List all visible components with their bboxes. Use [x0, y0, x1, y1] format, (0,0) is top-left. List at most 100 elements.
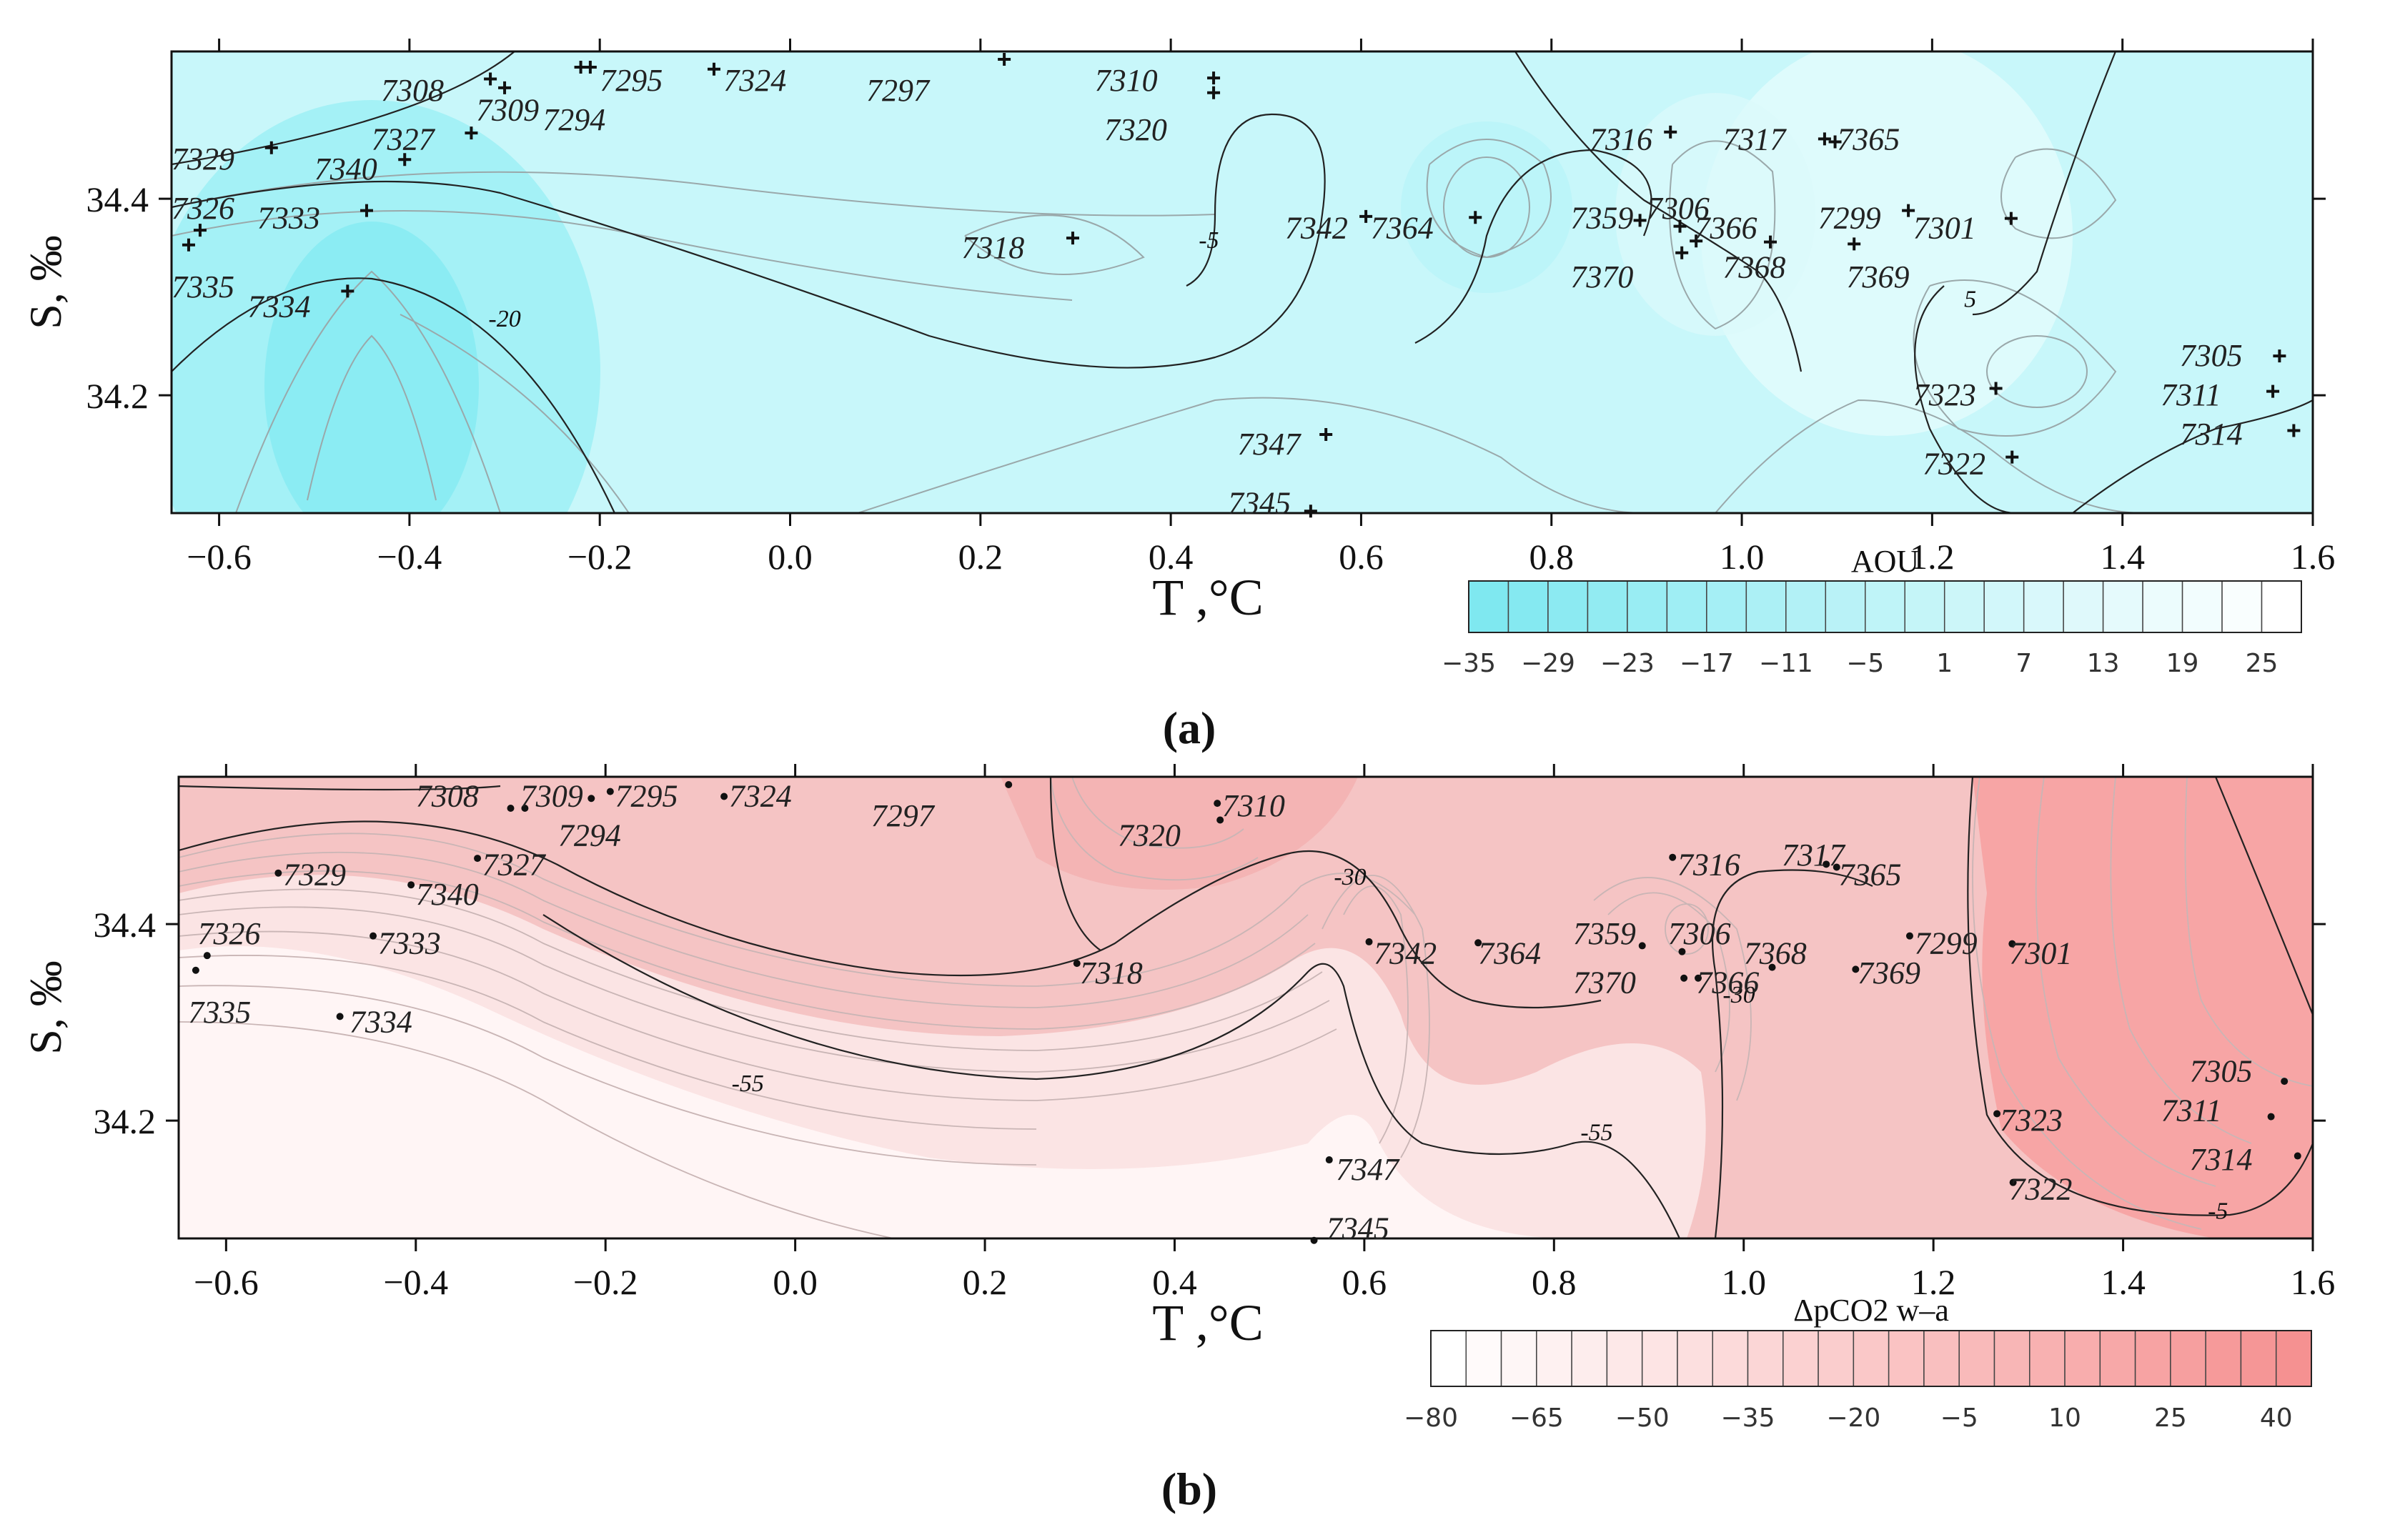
colorbar-cell	[1571, 1330, 1608, 1387]
station-marker	[2004, 212, 2018, 225]
station-label: 7294	[558, 818, 621, 853]
station-marker	[2273, 349, 2286, 363]
y-tick-label: 34.2	[86, 376, 149, 416]
colorbar-cell	[1853, 1330, 1890, 1387]
station-label: 7366	[1694, 210, 1757, 245]
station-label: 7364	[1478, 935, 1541, 970]
colorbar-tick-label: 25	[2154, 1404, 2187, 1433]
station-marker	[2266, 384, 2280, 398]
colorbar-cell	[2261, 580, 2302, 633]
colorbar-tick-label: 25	[2246, 649, 2279, 678]
station-marker	[274, 869, 282, 877]
panel-a-colorbar: AOU −35 −29 −23 −17 −11 −5 1 7 13 19 25	[1442, 544, 2302, 678]
station-marker	[2287, 424, 2301, 437]
colorbar-cell	[2023, 580, 2064, 633]
station-label: 7295	[600, 63, 663, 98]
colorbar-cell	[2221, 580, 2263, 633]
station-label: 7345	[1228, 485, 1291, 520]
station-label: 7326	[172, 191, 234, 226]
station-marker	[1207, 86, 1221, 99]
panel-b-high-region	[1973, 777, 2313, 1238]
station-marker	[1848, 237, 1861, 251]
colorbar-cell	[1587, 580, 1628, 633]
station-label: 7359	[1570, 201, 1633, 236]
station-label: 7316	[1590, 122, 1652, 157]
station-marker	[1764, 235, 1777, 249]
colorbar-tick-label: −11	[1759, 649, 1813, 678]
station-marker	[193, 224, 207, 237]
colorbar-cell	[1706, 580, 1747, 633]
station-label: 7301	[1913, 210, 1976, 245]
colorbar-cell	[2240, 1330, 2277, 1387]
panel-a-frame	[170, 50, 2314, 515]
station-marker	[498, 81, 512, 94]
station-marker	[606, 788, 614, 795]
station-label: 7320	[1118, 818, 1181, 853]
station-label: 7299	[1818, 201, 1881, 236]
station-marker	[1073, 960, 1081, 968]
contour-label: -5	[2208, 1198, 2228, 1225]
station-marker	[2281, 1078, 2289, 1086]
panel-a-contour-labels: -20 -5 5	[488, 227, 1976, 332]
colorbar-title: ΔpCO2 w–a	[1793, 1293, 1949, 1328]
station-label: 7370	[1573, 965, 1636, 1000]
panel-b: −0.6 −0.4 −0.2 0.0 0.2 0.4 0.6 0.8 1.0 1.2 1.4 1.6 3…	[20, 764, 2335, 1514]
station-marker	[336, 1013, 344, 1020]
station-label: 7368	[1722, 249, 1785, 284]
x-tick-label: 1.0	[1721, 1262, 1766, 1302]
station-label: 7299	[1915, 926, 1978, 961]
colorbar-frame	[1468, 580, 2302, 633]
station-label: 7294	[542, 102, 605, 137]
colorbar-tick-label: 1	[1936, 649, 1953, 678]
colorbar-cell	[2205, 1330, 2242, 1387]
colorbar-cell	[2099, 1330, 2136, 1387]
station-marker	[574, 60, 587, 74]
station-label: 7323	[1913, 377, 1976, 412]
panel-b-fill-regions	[179, 777, 2313, 1238]
station-marker	[1310, 1236, 1318, 1244]
station-label: 7342	[1285, 210, 1348, 245]
x-tick-label: 1.4	[2100, 537, 2145, 577]
panel-a-minor-contours	[172, 139, 2145, 513]
panel-a: −0.6 −0.4 −0.2 0.0 0.2 0.4 0.6 0.8 1.0 1.2 1.4 1.6 3…	[20, 39, 2335, 753]
station-label: 7308	[381, 73, 444, 108]
x-tick-label: 0.0	[773, 1262, 818, 1302]
colorbar-tick-label: −5	[1846, 649, 1884, 678]
station-marker	[1664, 125, 1677, 139]
colorbar-cell	[1993, 1330, 2030, 1387]
station-label: 7311	[2161, 377, 2221, 412]
station-marker	[465, 126, 478, 140]
station-label: 7329	[172, 141, 234, 177]
station-label: 7318	[1080, 955, 1143, 990]
colorbar-cell	[2029, 1330, 2066, 1387]
colorbar-cell	[2142, 580, 2183, 633]
colorbar-tick-label: −20	[1826, 1404, 1880, 1433]
colorbar-cell	[2064, 1330, 2101, 1387]
station-label: 7369	[1858, 955, 1920, 990]
colorbar-tick-label: −80	[1404, 1404, 1458, 1433]
station-marker	[2294, 1152, 2301, 1160]
station-marker	[1066, 232, 1079, 245]
x-tick-label: 0.2	[958, 537, 1003, 577]
station-marker	[707, 62, 720, 76]
panel-b-colorbar: ΔpCO2 w–a −80 −65 −50 −35 −20 −5 10 25 40	[1404, 1293, 2312, 1433]
station-label: 7334	[248, 289, 311, 324]
station-marker	[1852, 965, 1860, 973]
station-marker	[1675, 246, 1689, 259]
x-tick-label: 0.4	[1152, 1262, 1197, 1302]
colorbar-tick-label: −23	[1600, 649, 1655, 678]
x-tick-label: 0.6	[1342, 1262, 1387, 1302]
station-label: 7324	[723, 63, 786, 98]
colorbar-tick-label: 10	[2048, 1404, 2081, 1433]
station-label: 7316	[1677, 848, 1740, 883]
station-marker	[2009, 1178, 2017, 1186]
colorbar-tick-label: −17	[1680, 649, 1734, 678]
station-label: 7365	[1838, 857, 1901, 892]
panel-b-labelled-contours	[179, 777, 2313, 1238]
station-label: 7340	[416, 877, 479, 912]
colorbar-cell	[1923, 1330, 1960, 1387]
station-label: 7329	[283, 857, 346, 892]
colorbar-cell	[2102, 580, 2143, 633]
x-tick-label: 1.4	[2101, 1262, 2146, 1302]
station-label: 7297	[871, 798, 936, 833]
